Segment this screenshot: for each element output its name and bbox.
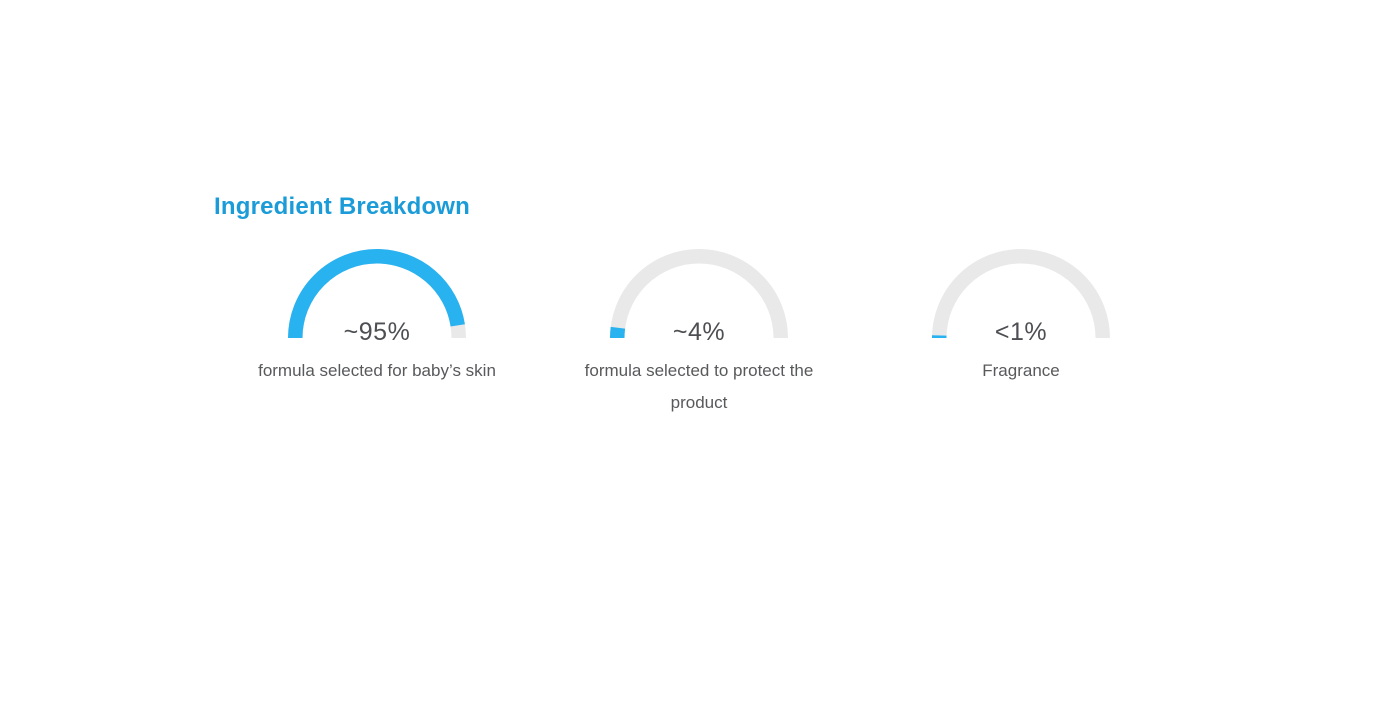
gauge-value-label: ~95% <box>343 318 411 346</box>
gauge-value-label: ~4% <box>672 318 726 346</box>
gauge-value-arc <box>288 249 466 339</box>
section-title: Ingredient Breakdown <box>214 193 471 220</box>
gauge-caption: formula selected for baby’s skin <box>258 361 496 380</box>
gauge-arc-chart <box>610 249 788 339</box>
gauge-track-arc <box>932 249 1110 339</box>
gauge-caption: Fragrance <box>982 361 1060 380</box>
gauge-fragrance: <1% Fragrance <box>860 249 1182 419</box>
gauge-arc-chart <box>932 249 1110 339</box>
gauge-protect-product: ~4% formula selected to protect the prod… <box>538 249 860 419</box>
gauge-baby-skin: ~95% formula selected for baby’s skin <box>216 249 538 419</box>
gauge-caption: formula selected to protect the product <box>584 361 814 412</box>
gauge-row: ~95% formula selected for baby’s skin ~4… <box>216 249 1182 419</box>
gauge-value-label: <1% <box>994 318 1048 346</box>
gauge-arc-chart <box>288 249 466 339</box>
gauge-track-arc <box>610 249 788 339</box>
